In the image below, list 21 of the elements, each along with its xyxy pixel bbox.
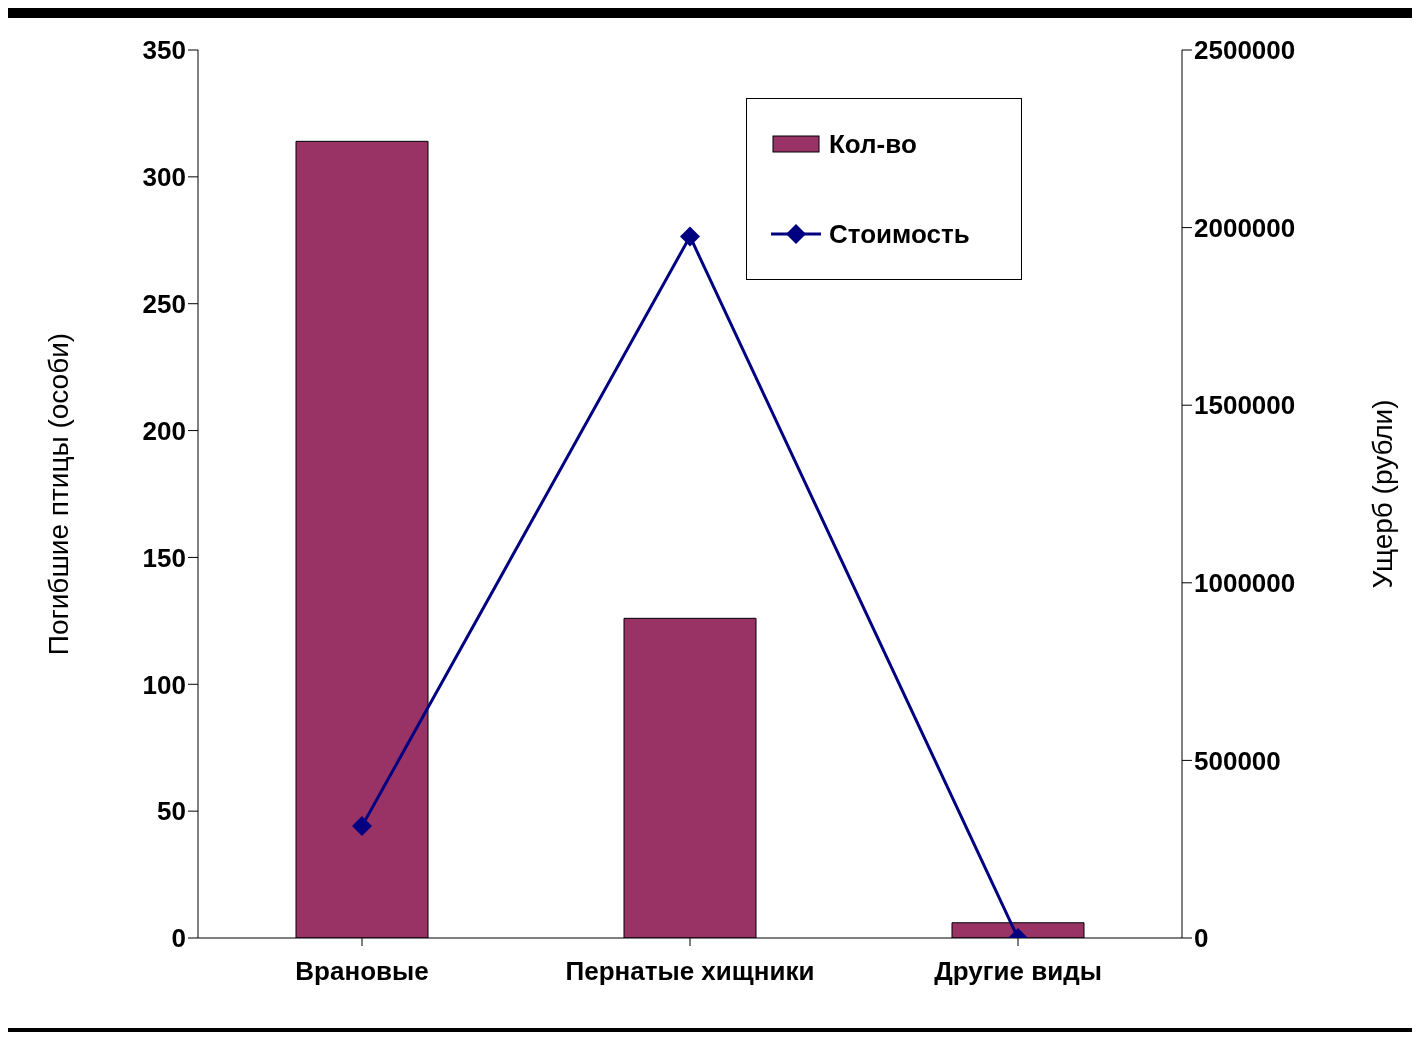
y-tick-label: 300: [142, 162, 186, 193]
y2-tick-label: 1500000: [1194, 390, 1296, 421]
y2-axis-title: Ущерб (рубли): [1366, 399, 1398, 589]
y-tick-label: 100: [142, 669, 186, 700]
legend-label: Кол-во: [829, 128, 917, 160]
y-tick-label: 0: [171, 923, 186, 954]
y-tick-label: 50: [157, 796, 186, 827]
y-tick-label: 150: [142, 542, 186, 573]
y-axis-title: Погибшие птицы (особи): [42, 332, 74, 656]
y-tick-label: 200: [142, 415, 186, 446]
y2-tick-label: 500000: [1194, 745, 1281, 776]
y2-tick-label: 2500000: [1194, 35, 1296, 66]
legend-label: Стоимость: [829, 218, 970, 250]
x-tick-label: Другие виды: [934, 956, 1102, 987]
y2-tick-label: 1000000: [1194, 568, 1296, 599]
y2-tick-label: 0: [1194, 923, 1209, 954]
x-tick-label: Пернатые хищники: [565, 956, 815, 987]
y-tick-label: 350: [142, 35, 186, 66]
y2-tick-label: 2000000: [1194, 212, 1296, 243]
y-tick-label: 250: [142, 288, 186, 319]
x-tick-label: Врановые: [295, 956, 429, 987]
